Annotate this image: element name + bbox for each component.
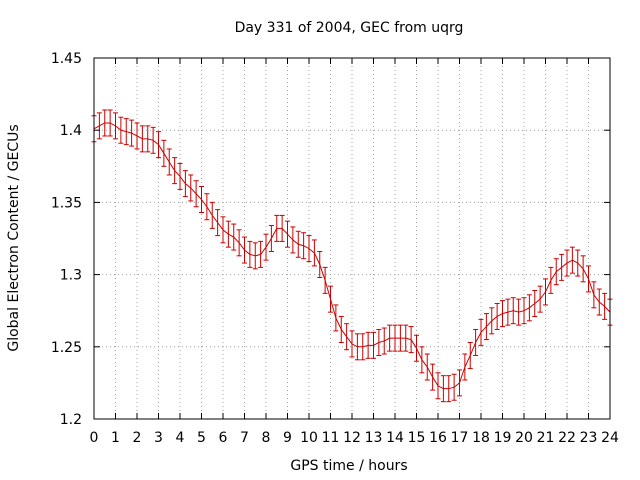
x-tick-label: 12 [343,430,361,446]
x-tick-labels: 0 1 2 3 4 5 6 7 8 9 10 11 12 13 14 15 16 17 18 19 20 21 22 23 24 [90,430,619,446]
x-tick-label: 13 [365,430,383,446]
x-tick-label: 11 [322,430,340,446]
x-tick-label: 17 [451,430,469,446]
x-tick-label: 1 [111,430,120,446]
y-tick-labels: 1.2 1.25 1.3 1.35 1.4 1.45 [51,51,82,428]
x-tick-label: 10 [300,430,318,446]
x-axis-title: GPS time / hours [290,458,407,474]
x-tick-label: 6 [219,430,228,446]
x-tick-label: 14 [386,430,404,446]
error-bars [91,109,613,403]
y-tick-label: 1.35 [51,195,82,211]
x-tick-label: 24 [601,430,619,446]
grid [94,58,610,419]
x-tick-label: 21 [537,430,555,446]
x-tick-label: 9 [283,430,292,446]
x-tick-label: 3 [154,430,163,446]
x-tick-label: 0 [90,430,99,446]
chart-title: Day 331 of 2004, GEC from uqrg [235,20,464,36]
x-tick-label: 18 [472,430,490,446]
y-tick-label: 1.4 [60,123,82,139]
x-tick-label: 23 [580,430,598,446]
x-tick-label: 8 [262,430,271,446]
x-tick-label: 4 [176,430,185,446]
y-tick-label: 1.2 [60,412,82,428]
series-line [93,122,611,390]
y-tick-label: 1.3 [60,268,82,284]
y-tick-label: 1.45 [51,51,82,67]
x-tick-label: 16 [429,430,447,446]
x-tick-label: 22 [558,430,576,446]
x-tick-label: 5 [197,430,206,446]
y-axis-title: Global Electron Content / GECUs [6,124,22,351]
y-tick-label: 1.25 [51,340,82,356]
x-tick-label: 20 [515,430,533,446]
x-tick-label: 7 [240,430,249,446]
x-tick-label: 2 [133,430,142,446]
x-tick-label: 19 [494,430,512,446]
axis-ticks [93,57,611,420]
x-tick-label: 15 [408,430,426,446]
